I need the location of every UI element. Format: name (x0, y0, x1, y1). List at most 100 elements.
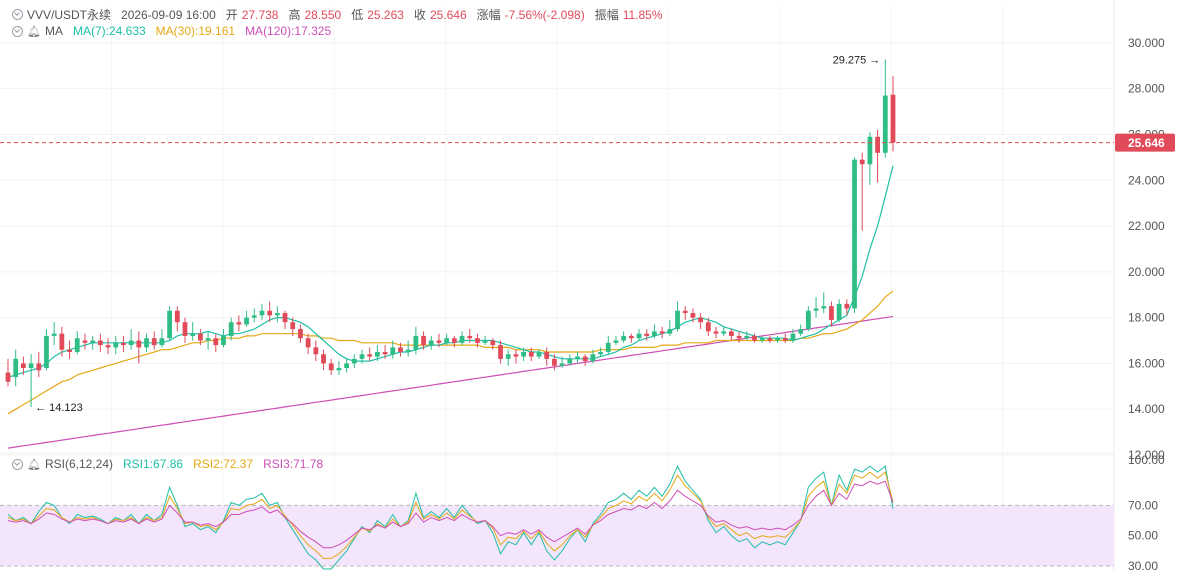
price-tick-label: 28.000 (1128, 82, 1165, 96)
rsi-band (0, 504, 1114, 567)
alert-bell-icon[interactable]: 🔔︎ (27, 25, 41, 38)
candle-body (859, 159, 865, 165)
rsi-label[interactable]: RSI(6,12,24) (44, 457, 114, 471)
candle-body (13, 358, 19, 378)
candle-body (628, 335, 634, 339)
candle-body (513, 354, 519, 357)
rsi3-value: RSI3:71.78 (263, 457, 324, 471)
candle-body (775, 338, 780, 341)
candle-body (5, 372, 11, 382)
rsi-alert-bell-icon[interactable]: 🔔︎ (27, 458, 41, 471)
candle-body (890, 94, 896, 143)
axes: 30.00028.00026.00024.00022.00020.00018.0… (1128, 36, 1165, 572)
price-tick-label: 30.000 (1128, 36, 1165, 50)
candle-body (390, 347, 396, 355)
candle-body (382, 351, 388, 355)
candle-body (313, 347, 319, 355)
candle-body (713, 331, 719, 334)
candle-body (590, 354, 596, 362)
candle-body (190, 333, 196, 336)
symbol-label: VVV/USDT永续 (27, 8, 112, 22)
candle-body (144, 338, 149, 348)
candle-body (575, 356, 580, 359)
candle-body (44, 335, 49, 368)
candle-body (836, 303, 842, 320)
candle-body (36, 363, 42, 371)
candle-body (59, 333, 65, 350)
candle-body (752, 335, 757, 341)
candle-body (321, 354, 326, 364)
low-label: 低 (351, 8, 364, 22)
ma120-line (7, 315, 894, 449)
candle-body (559, 363, 565, 366)
open-value: 27.738 (241, 7, 279, 22)
price-tick-label: 18.000 (1128, 311, 1165, 325)
candle-body (367, 354, 373, 357)
rsi-band-fill (0, 505, 1114, 566)
collapse-chevron-icon[interactable] (12, 9, 23, 20)
candle-body (528, 351, 534, 357)
candle-body (213, 338, 219, 346)
candle-body (798, 329, 804, 334)
ma-label[interactable]: MA (44, 24, 63, 38)
candle-body (267, 310, 273, 316)
candle-body (205, 338, 211, 341)
amplitude-label: 振幅 (594, 8, 619, 22)
candle-body (498, 345, 503, 359)
annotations: 25.646 29.275 → ← 14.123 (0, 54, 1175, 414)
candle-body (282, 313, 288, 323)
candle-body (128, 340, 134, 346)
candle-body (652, 331, 657, 336)
candle-body (867, 136, 873, 165)
candle-body (852, 159, 857, 309)
candle-body (705, 322, 711, 332)
candle-body (421, 335, 426, 346)
candle-body (490, 340, 496, 346)
ma30-value: MA(30):19.161 (155, 24, 236, 38)
low-value: 25.263 (367, 7, 404, 22)
candle-body (444, 338, 450, 343)
candle-body (467, 335, 473, 339)
ma-collapse-chevron-icon[interactable] (12, 25, 23, 37)
candle-body (305, 338, 311, 348)
candle-body (821, 306, 827, 309)
candle-body (28, 363, 34, 368)
rsi-tick-label: 30.00 (1128, 559, 1158, 572)
low-price-annotation: ← 14.123 (35, 402, 83, 414)
candle-body (544, 351, 550, 359)
candle-body (405, 349, 411, 352)
change-label: 涨幅 (476, 8, 501, 22)
price-tick-label: 14.000 (1128, 402, 1165, 416)
rsi-tick-label: 70.00 (1128, 498, 1158, 512)
candle-body (782, 338, 788, 341)
rsi-tick-label: 100.00 (1128, 453, 1165, 467)
candle-body (829, 306, 834, 320)
high-label: 高 (288, 8, 301, 22)
candle-body (82, 340, 88, 343)
candle-body (552, 358, 557, 366)
rsi-collapse-chevron-icon[interactable] (12, 458, 23, 470)
candle-body (74, 338, 80, 352)
candle-body (844, 303, 850, 309)
price-tick-label: 12.000 (1128, 448, 1165, 462)
ma7-value: MA(7):24.633 (72, 24, 146, 38)
current-price-badge (1115, 133, 1175, 152)
candle-body (659, 331, 665, 334)
rsi-lines (7, 464, 894, 570)
amplitude-value: 11.85% (622, 7, 663, 22)
candle-body (521, 351, 526, 357)
candle-body (667, 329, 673, 334)
candle-body (298, 329, 303, 339)
ma-legend: 🔔︎ MA MA(7):24.633 MA(30):19.161 MA(120)… (12, 24, 331, 38)
candle-body (605, 342, 611, 352)
candle-body (290, 322, 296, 330)
high-value: 28.550 (304, 7, 342, 22)
candle-body (228, 322, 234, 336)
candle-body (482, 340, 488, 343)
rsi-line-3 (7, 480, 894, 549)
ma30-line (7, 290, 894, 415)
candles (5, 59, 896, 407)
ohlc-legend: VVV/USDT永续 2026-09-09 16:00 开 27.738 高 28.… (12, 6, 663, 23)
candle-body (21, 363, 26, 368)
